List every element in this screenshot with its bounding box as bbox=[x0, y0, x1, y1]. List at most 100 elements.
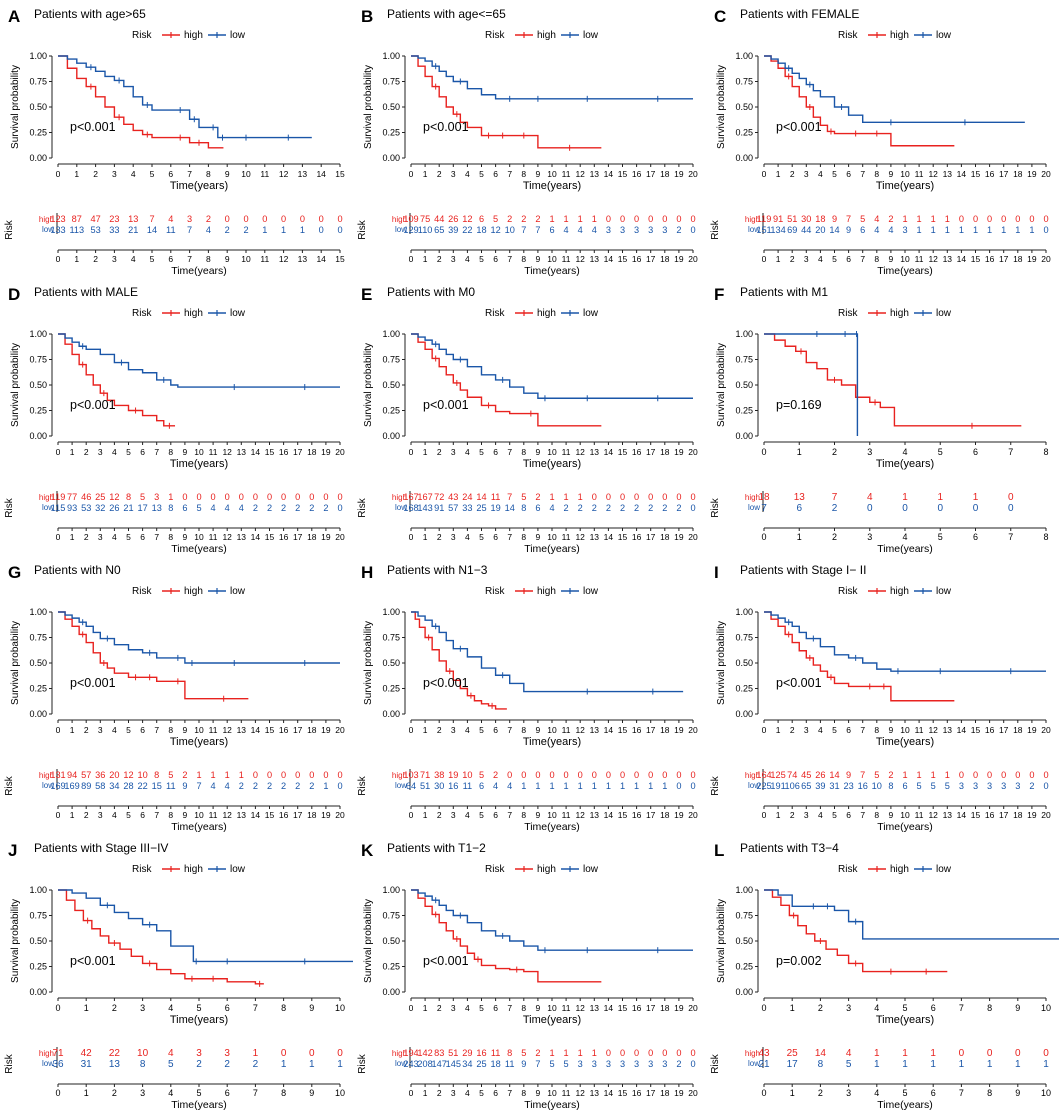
x-tick-label: 17 bbox=[999, 725, 1009, 735]
risk-table-x-tick-label: 10 bbox=[335, 1088, 345, 1098]
risk-table-x-tick-label: 2 bbox=[818, 1088, 823, 1098]
risk-table-x-tick-label: 16 bbox=[632, 810, 642, 820]
risk-count-high: 0 bbox=[973, 770, 978, 780]
km-panel-i: I Patients with Stage I− II Risk high low 0.0… bbox=[706, 556, 1059, 834]
legend-high-label: high bbox=[890, 586, 909, 597]
x-tick-label: 16 bbox=[985, 169, 995, 179]
risk-table-x-tick-label: 3 bbox=[867, 532, 872, 542]
risk-count-high: 24 bbox=[462, 492, 472, 502]
x-tick-label: 10 bbox=[900, 725, 910, 735]
risk-count-low: 4 bbox=[592, 225, 597, 235]
risk-count-low: 15 bbox=[152, 781, 162, 791]
risk-count-high: 1 bbox=[578, 1048, 583, 1058]
risk-count-low: 1 bbox=[337, 1059, 343, 1070]
risk-count-high: 36 bbox=[95, 770, 105, 780]
risk-count-low: 39 bbox=[815, 781, 825, 791]
risk-count-low: 0 bbox=[902, 503, 908, 514]
x-axis-title: Time(years) bbox=[876, 736, 934, 748]
risk-count-high: 11 bbox=[491, 1048, 501, 1058]
x-axis-title: Time(years) bbox=[523, 180, 581, 192]
x-tick-label: 16 bbox=[985, 725, 995, 735]
risk-count-high: 0 bbox=[253, 492, 258, 502]
risk-count-low: 9 bbox=[846, 225, 851, 235]
x-tick-label: 7 bbox=[860, 169, 865, 179]
x-tick-label: 17 bbox=[293, 447, 303, 457]
risk-count-low: 191 bbox=[770, 781, 785, 791]
x-tick-label: 1 bbox=[70, 447, 75, 457]
risk-count-high: 1 bbox=[564, 1048, 569, 1058]
x-tick-label: 13 bbox=[943, 169, 953, 179]
risk-count-high: 119 bbox=[757, 214, 772, 224]
risk-table-x-tick-label: 8 bbox=[987, 1088, 992, 1098]
legend: Risk high low bbox=[485, 308, 599, 319]
risk-count-high: 0 bbox=[281, 492, 286, 502]
risk-count-low: 1 bbox=[930, 1059, 936, 1070]
x-tick-label: 0 bbox=[761, 1003, 766, 1013]
x-tick-label: 17 bbox=[646, 1003, 656, 1013]
risk-table-x-tick-label: 16 bbox=[985, 254, 995, 264]
risk-table-x-tick-label: 9 bbox=[889, 810, 894, 820]
risk-count-low: 91 bbox=[434, 503, 444, 513]
risk-count-high: 1 bbox=[549, 214, 554, 224]
risk-table-low-label: low bbox=[42, 781, 54, 790]
panel-letter: H bbox=[361, 563, 373, 582]
risk-count-high: 4 bbox=[867, 492, 873, 503]
risk-count-low: 134 bbox=[770, 225, 785, 235]
risk-table-x-tick-label: 20 bbox=[688, 1088, 698, 1098]
km-panel-k: K Patients with T1−2 Risk high low 0.00 0.25 0.… bbox=[353, 834, 706, 1112]
risk-count-high: 1 bbox=[937, 492, 943, 503]
risk-table-x-tick-label: 6 bbox=[225, 1088, 230, 1098]
risk-count-low: 2 bbox=[578, 503, 583, 513]
risk-count-high: 1 bbox=[578, 214, 583, 224]
risk-count-high: 19 bbox=[448, 770, 458, 780]
x-tick-label: 6 bbox=[973, 447, 978, 457]
x-tick-label: 13 bbox=[590, 725, 600, 735]
risk-table-x-tick-label: 9 bbox=[183, 532, 188, 542]
legend-title: Risk bbox=[132, 586, 152, 597]
risk-table-x-tick-label: 12 bbox=[575, 532, 585, 542]
km-curve-high bbox=[411, 55, 602, 149]
risk-count-low: 129 bbox=[403, 225, 418, 235]
legend-low-label: low bbox=[936, 308, 952, 319]
x-tick-label: 10 bbox=[547, 1003, 557, 1013]
risk-count-low: 3 bbox=[648, 1059, 653, 1069]
risk-count-high: 0 bbox=[620, 492, 625, 502]
risk-table-x-tick-label: 3 bbox=[112, 254, 117, 264]
risk-count-low: 4 bbox=[239, 503, 244, 513]
risk-count-low: 4 bbox=[507, 781, 512, 791]
x-tick-label: 5 bbox=[479, 1003, 484, 1013]
risk-count-high: 0 bbox=[225, 492, 230, 502]
risk-count-high: 1 bbox=[902, 214, 907, 224]
x-tick-label: 13 bbox=[590, 447, 600, 457]
x-tick-label: 3 bbox=[140, 1003, 145, 1013]
risk-count-high: 2 bbox=[521, 214, 526, 224]
risk-table-x-tick-label: 8 bbox=[874, 810, 879, 820]
x-tick-label: 11 bbox=[562, 725, 571, 735]
panel-title: Patients with N0 bbox=[34, 563, 121, 577]
risk-table-x-tick-label: 6 bbox=[846, 254, 851, 264]
x-tick-label: 0 bbox=[409, 169, 414, 179]
x-tick-label: 2 bbox=[437, 725, 442, 735]
x-tick-label: 19 bbox=[1027, 169, 1037, 179]
risk-table-x-tick-label: 7 bbox=[154, 810, 159, 820]
risk-count-high: 0 bbox=[319, 214, 324, 224]
risk-count-high: 3 bbox=[224, 1048, 230, 1059]
risk-table-x-tick-label: 13 bbox=[943, 810, 953, 820]
legend-low-label: low bbox=[936, 586, 952, 597]
risk-count-high: 0 bbox=[281, 1048, 287, 1059]
risk-count-high: 0 bbox=[620, 770, 625, 780]
risk-count-low: 57 bbox=[448, 503, 458, 513]
risk-count-high: 0 bbox=[1001, 214, 1006, 224]
risk-count-low: 2 bbox=[606, 503, 611, 513]
risk-table-x-tick-label: 14 bbox=[957, 254, 967, 264]
x-tick-label: 8 bbox=[206, 169, 211, 179]
risk-table-x-tick-label: 8 bbox=[168, 810, 173, 820]
legend-high-label: high bbox=[890, 308, 909, 319]
risk-count-low: 0 bbox=[690, 225, 695, 235]
risk-count-low: 18 bbox=[490, 1059, 500, 1069]
p-value: p<0.001 bbox=[423, 398, 469, 412]
panel-letter: D bbox=[8, 285, 20, 304]
y-tick-label: 0.00 bbox=[29, 153, 47, 163]
risk-table-x-tick-label: 14 bbox=[251, 810, 261, 820]
x-tick-label: 15 bbox=[971, 169, 981, 179]
